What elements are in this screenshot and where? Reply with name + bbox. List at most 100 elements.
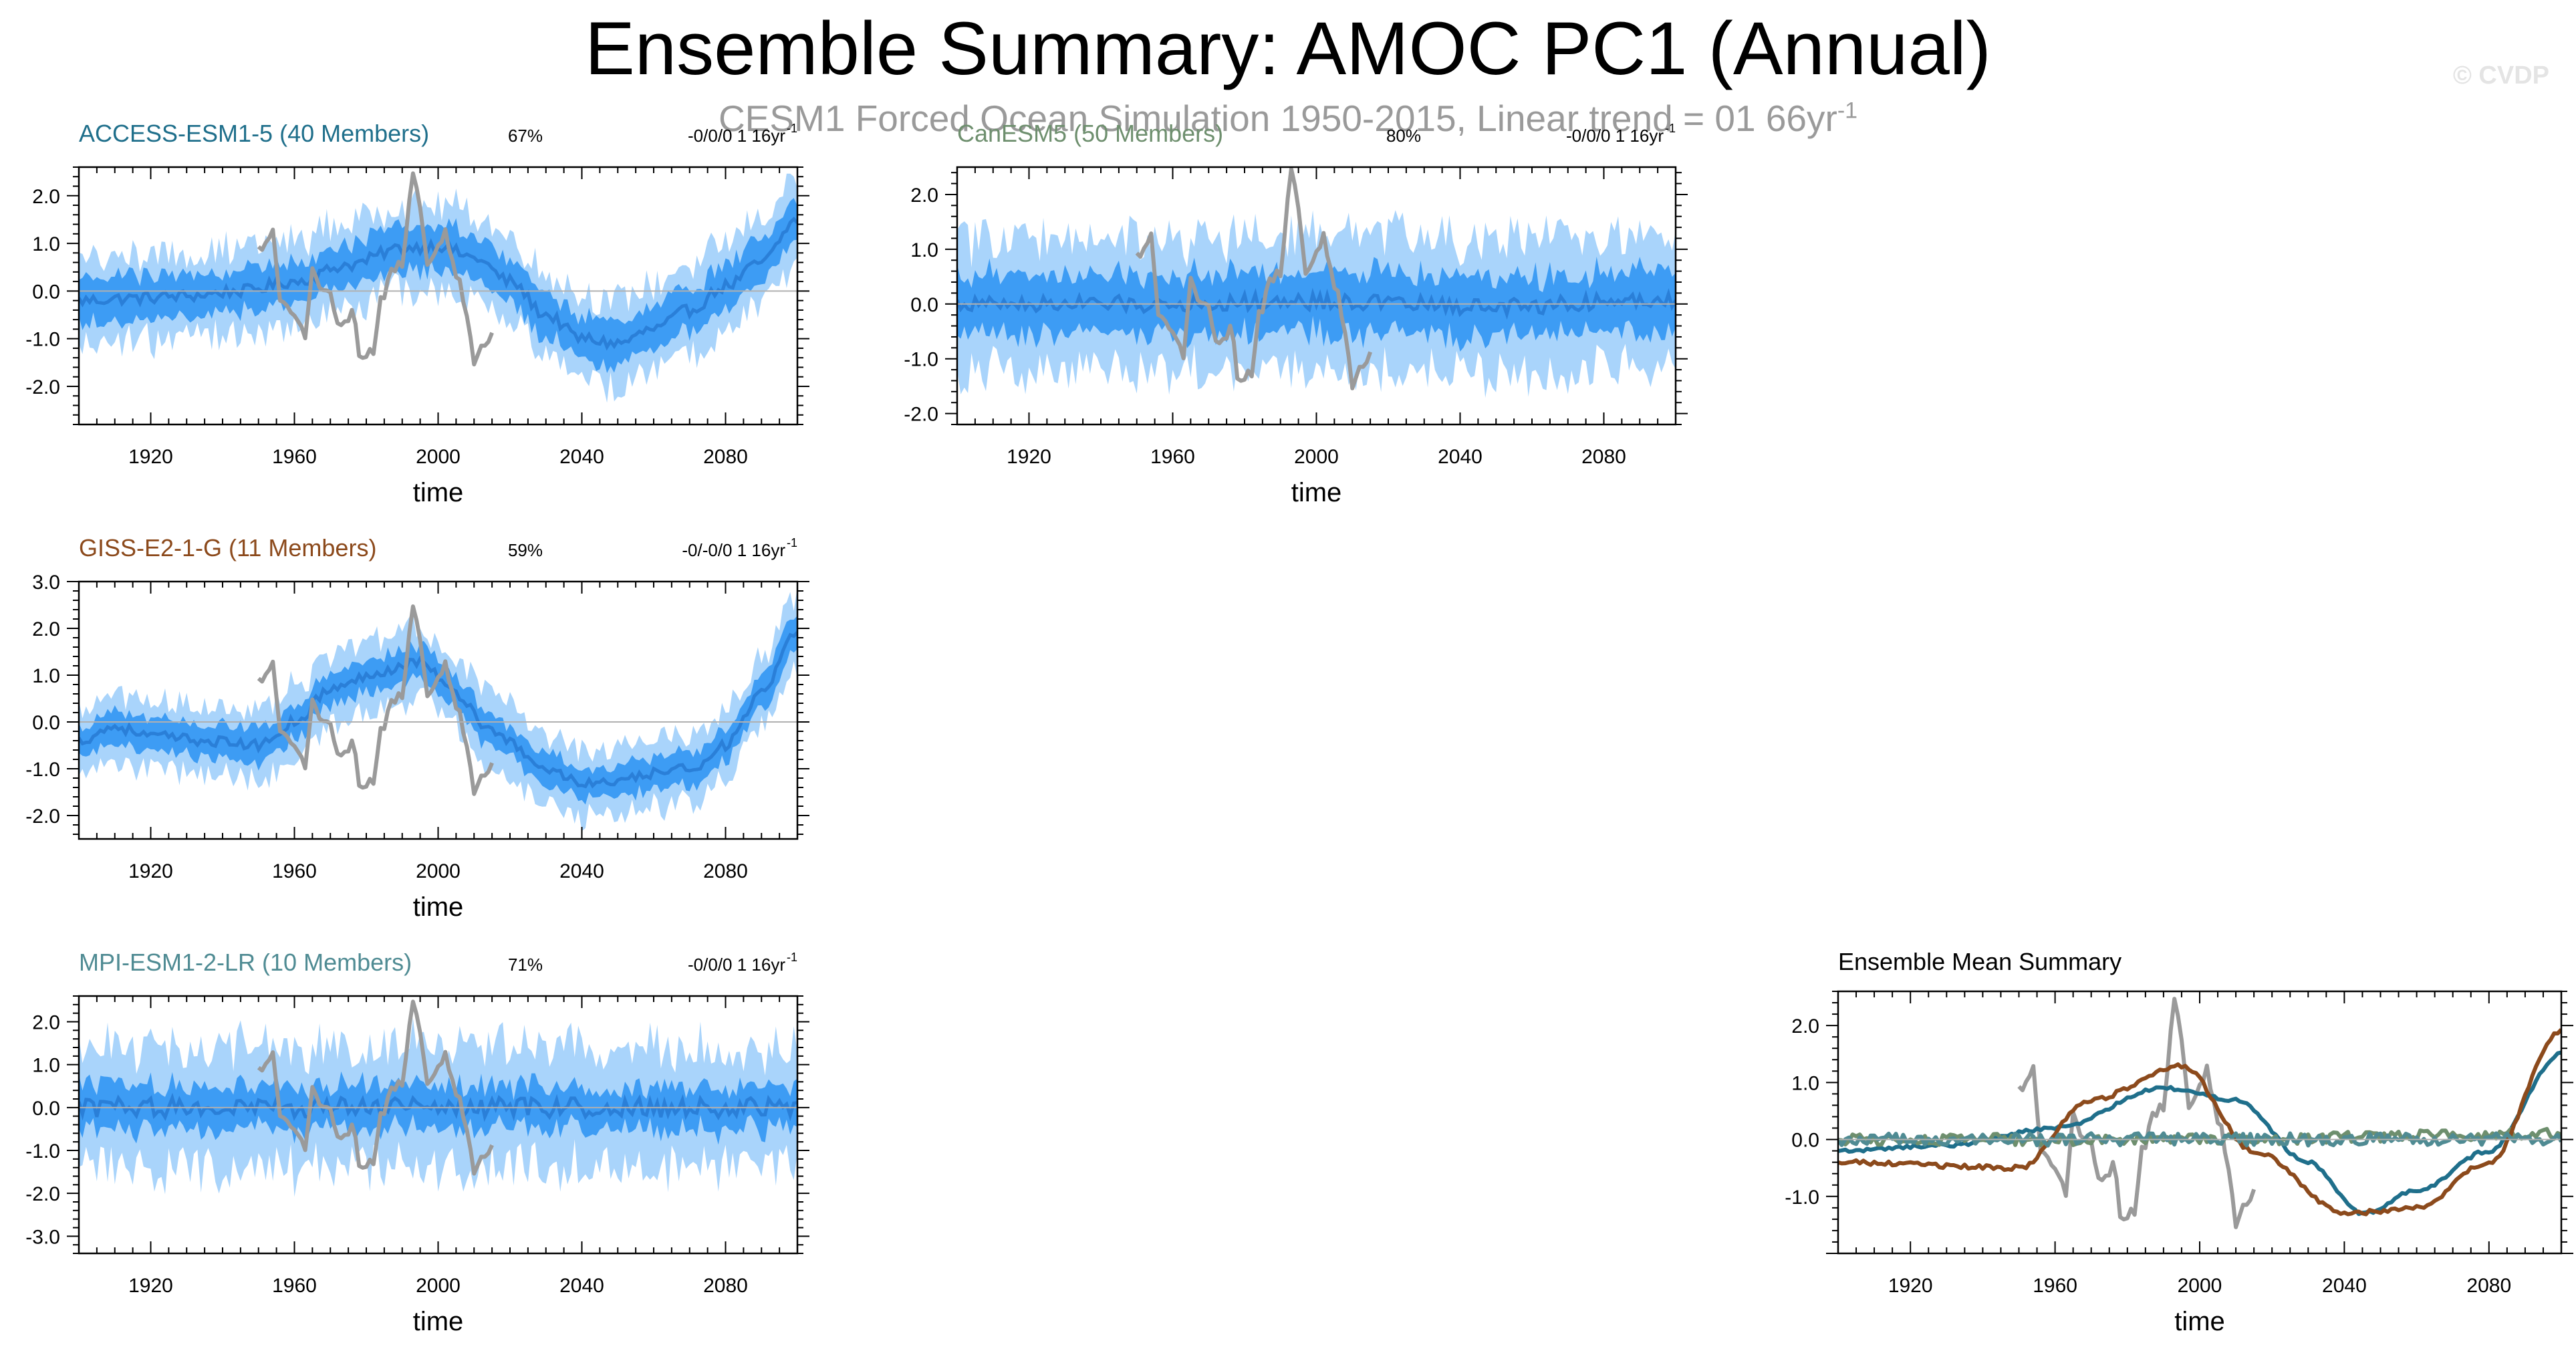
ensemble-iqr-band — [79, 615, 797, 805]
x-axis-label: time — [413, 478, 464, 507]
x-tick-label: 2040 — [559, 1275, 604, 1297]
y-tick-label: 0.0 — [910, 294, 938, 316]
x-tick-label: 1960 — [272, 1275, 317, 1297]
panel-percent: 59% — [508, 540, 543, 560]
x-tick-label: 1960 — [272, 860, 317, 882]
panel-title: CanESM5 (50 Members) — [957, 120, 1223, 147]
y-tick-label: 2.0 — [1791, 1015, 1819, 1037]
series-line-canesm5 — [1838, 1126, 2561, 1147]
plot-frame — [1837, 990, 2563, 1255]
plot-area — [79, 587, 797, 832]
y-tick-label: -2.0 — [25, 1183, 60, 1205]
figure-title: Ensemble Summary: AMOC PC1 (Annual) — [585, 7, 1991, 90]
panel-title: ACCESS-ESM1-5 (40 Members) — [79, 120, 429, 147]
x-tick-label: 2080 — [703, 446, 748, 468]
chart-summary: 1920 1960 2000 2040 2080 2.0 1.0 0.0 -1.0 time Ens… — [1785, 948, 2573, 1336]
panel-trend-exponent: -1 — [1665, 122, 1676, 135]
x-tick-label: 2080 — [703, 1275, 748, 1297]
x-tick-label: 2040 — [1438, 446, 1483, 468]
panel-trend-exponent: -1 — [787, 122, 797, 135]
y-tick-label: 1.0 — [32, 665, 60, 687]
plot-area — [79, 171, 797, 403]
x-tick-label: 1920 — [1888, 1275, 1933, 1297]
y-tick-label: 2.0 — [910, 184, 938, 207]
plot-area — [957, 167, 1676, 398]
panel-trend: -0/-0/0 1 16yr — [682, 540, 785, 560]
panel-trend: -0/0/0 1 16yr — [688, 955, 785, 975]
plot-area — [1838, 997, 2561, 1229]
y-tick-label: 1.0 — [32, 1055, 60, 1077]
y-tick-label: -1.0 — [25, 329, 60, 351]
observation-line — [257, 999, 494, 1176]
ensemble-mean-line — [957, 287, 1676, 320]
plot-area — [79, 999, 797, 1197]
subtitle-text: CESM1 Forced Ocean Simulation 1950-2015,… — [718, 98, 1837, 139]
y-tick-label: 0.0 — [32, 712, 60, 734]
y-tick-label: -2.0 — [25, 376, 60, 398]
y-tick-label: -2.0 — [904, 404, 938, 426]
observation-line — [257, 171, 494, 367]
x-axis-label: time — [413, 892, 464, 922]
y-tick-label: -2.0 — [25, 806, 60, 828]
y-tick-label: 2.0 — [32, 186, 60, 208]
y-tick-label: 2.0 — [32, 1012, 60, 1034]
chart-giss: 1920 1960 2000 2040 2080 3.0 2.0 1.0 0.0 -1.0 -2.0… — [25, 534, 809, 922]
y-tick-label: 3.0 — [32, 572, 60, 594]
x-tick-label: 1960 — [1150, 446, 1195, 468]
x-tick-label: 1920 — [128, 860, 173, 882]
x-tick-label: 1960 — [272, 446, 317, 468]
panel-percent: 80% — [1386, 126, 1421, 146]
panel-percent: 71% — [508, 955, 543, 975]
observation-line — [257, 604, 494, 796]
x-tick-label: 2080 — [703, 860, 748, 882]
x-tick-label: 2000 — [416, 860, 461, 882]
observation-line — [1135, 167, 1372, 390]
subtitle-exponent: -1 — [1837, 98, 1858, 124]
y-tick-label: 1.0 — [1791, 1072, 1819, 1094]
series-line-giss-e2-1-g — [1838, 1028, 2561, 1217]
y-tick-label: 0.0 — [32, 1098, 60, 1120]
panel-title: GISS-E2-1-G (11 Members) — [79, 534, 376, 562]
y-tick-label: 0.0 — [1791, 1130, 1819, 1152]
x-axis-label: time — [1291, 478, 1342, 507]
x-tick-label: 2000 — [1294, 446, 1339, 468]
x-tick-label: 2040 — [559, 446, 604, 468]
panel-trend: -0/0/0 1 16yr — [1566, 126, 1664, 146]
panel-trend: -0/0/0 1 16yr — [688, 126, 785, 146]
panel-title: MPI-ESM1-2-LR (10 Members) — [79, 949, 412, 976]
x-axis-label: time — [413, 1307, 464, 1336]
y-tick-label: -1.0 — [904, 349, 938, 371]
cvdp-watermark: © CVDP — [2452, 61, 2549, 90]
series-line-access-esm1-5 — [1838, 1050, 2561, 1217]
x-tick-label: 1920 — [1007, 446, 1051, 468]
ensemble-range-band — [79, 587, 797, 832]
x-tick-label: 1920 — [128, 446, 173, 468]
chart-mpi: 1920 1960 2000 2040 2080 2.0 1.0 0.0 -1.0 -2.0 -3.… — [25, 949, 809, 1336]
y-tick-label: -1.0 — [1785, 1187, 1819, 1209]
y-tick-label: -1.0 — [25, 1140, 60, 1162]
y-tick-label: -3.0 — [25, 1226, 60, 1248]
y-tick-label: -1.0 — [25, 759, 60, 781]
ensemble-iqr-band — [79, 198, 797, 374]
y-tick-label: 2.0 — [32, 618, 60, 640]
x-tick-label: 2040 — [2322, 1275, 2367, 1297]
panel-title: Ensemble Mean Summary — [1838, 948, 2121, 975]
y-tick-label: 1.0 — [32, 233, 60, 255]
panel-percent: 67% — [508, 126, 543, 146]
x-tick-label: 2080 — [1581, 446, 1626, 468]
x-tick-label: 2000 — [416, 1275, 461, 1297]
x-tick-label: 2080 — [2466, 1275, 2511, 1297]
x-tick-label: 1960 — [2033, 1275, 2077, 1297]
figure-subtitle: CESM1 Forced Ocean Simulation 1950-2015,… — [0, 97, 2576, 140]
x-tick-label: 2000 — [2178, 1275, 2222, 1297]
chart-access: 1920 1960 2000 2040 2080 2.0 1.0 0.0 -1.0 -2.0 tim… — [25, 120, 809, 507]
panel-trend-exponent: -1 — [787, 536, 797, 549]
x-tick-label: 2040 — [559, 860, 604, 882]
panel-trend-exponent: -1 — [787, 951, 797, 964]
x-tick-label: 1920 — [128, 1275, 173, 1297]
x-tick-label: 2000 — [416, 446, 461, 468]
y-tick-label: 1.0 — [910, 239, 938, 261]
x-axis-label: time — [2174, 1307, 2225, 1336]
ensemble-mean-line — [79, 1092, 797, 1122]
